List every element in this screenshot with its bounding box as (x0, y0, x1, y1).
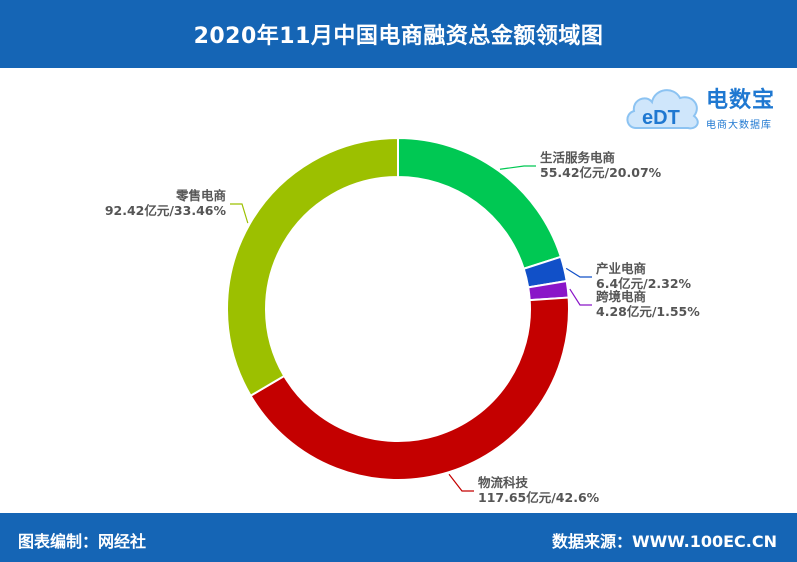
slice-label-name-3: 物流科技 (478, 475, 529, 490)
slice-label-name-2: 跨境电商 (596, 289, 646, 304)
slice-4 (226, 136, 399, 398)
leader-line-4 (230, 203, 249, 224)
leader-line-3 (448, 473, 474, 492)
slice-0 (397, 136, 563, 270)
leader-line-1 (565, 267, 592, 278)
footer-credit: 图表编制：网经社 (18, 532, 147, 551)
leader-line-0 (499, 165, 536, 170)
slice-label-name-4: 零售电商 (175, 188, 226, 203)
footer-source: 数据来源：WWW.100EC.CN (551, 532, 777, 551)
cloud-logo-icon: eDT (626, 89, 699, 130)
slice-label-value-2: 4.28亿元/1.55% (596, 304, 700, 319)
logo-brand: 电数宝 (706, 88, 776, 113)
slice-3 (249, 296, 570, 481)
logo-icon-text: eDT (642, 107, 680, 129)
slice-label-name-1: 产业电商 (596, 261, 646, 276)
leader-line-2 (569, 288, 592, 306)
slice-label-value-3: 117.65亿元/42.6% (478, 490, 600, 505)
chart-footer: 图表编制：网经社 数据来源：WWW.100EC.CN (0, 513, 797, 562)
logo-subtitle: 电商大数据库 (706, 120, 772, 131)
logo: eDT 电数宝 电商大数据库 (622, 76, 792, 136)
slice-label-value-0: 55.42亿元/20.07% (540, 165, 662, 180)
slice-label-value-4: 92.42亿元/33.46% (105, 203, 227, 218)
slice-label-value-1: 6.4亿元/2.32% (596, 276, 692, 291)
slice-label-name-0: 生活服务电商 (540, 150, 615, 165)
chart-title: 2020年11月中国电商融资总金额领域图 (193, 24, 604, 49)
chart-header: 2020年11月中国电商融资总金额领域图 (0, 0, 797, 68)
